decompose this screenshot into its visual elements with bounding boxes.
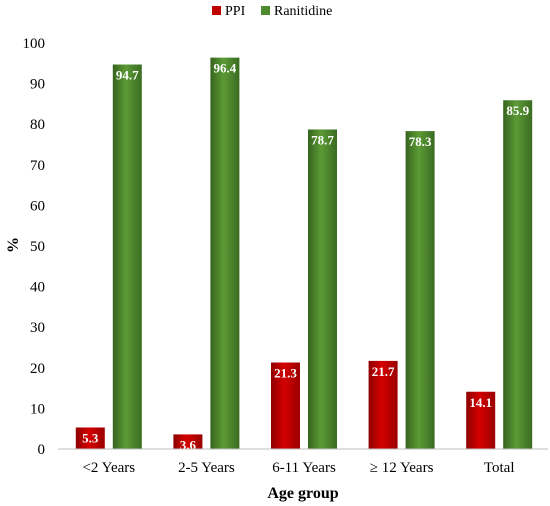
y-tick-label: 50 [30,239,45,255]
y-tick-label: 10 [30,401,45,417]
y-tick-label: 30 [30,320,45,336]
y-tick-label: 100 [23,36,46,52]
legend-swatch-ranitidine [261,6,270,15]
y-tick-label: 0 [38,442,46,458]
legend-item-ppi: PPI [212,4,246,19]
x-tick-label: ≥ 12 Years [370,460,434,476]
bar-ranitidine [503,100,533,449]
bar-ppi [75,427,105,449]
data-label-ppi: 21.3 [274,366,297,381]
x-tick-label: 2-5 Years [178,460,235,476]
bar-ranitidine [112,64,142,449]
bar-ppi [466,391,496,449]
y-tick-label: 90 [30,77,45,93]
x-tick-label: 6-11 Years [272,460,336,476]
y-tick-label: 80 [30,117,45,133]
bars: 5.3 94.7 3.6 96.4 21.3 78.7 21.7 78.3 14.1 85.9 [75,57,533,452]
bar-ppi [271,362,300,449]
y-tick-label: 40 [30,280,45,296]
data-label-ppi: 5.3 [82,430,99,445]
x-axis-ticks: <2 Years 2-5 Years 6-11 Years ≥ 12 Years Tot… [82,460,514,476]
x-axis-title: Age group [267,485,338,502]
data-label-ranitidine: 78.7 [311,132,334,147]
legend-swatch-ppi [212,6,221,15]
y-tick-label: 20 [30,361,45,377]
legend-item-ranitidine: Ranitidine [261,4,332,19]
data-label-ranitidine: 78.3 [409,134,432,149]
bar-ranitidine [405,131,435,450]
data-label-ranitidine: 96.4 [214,61,237,76]
y-tick-label: 60 [30,198,45,214]
x-tick-label: Total [484,460,515,476]
legend-label-ranitidine: Ranitidine [274,4,332,19]
bar-ppi [173,434,203,449]
data-label-ppi: 14.1 [469,395,492,410]
bar-ppi [368,360,398,449]
legend-label-ppi: PPI [225,4,246,19]
data-label-ppi: 3.6 [180,437,197,452]
legend: PPI Ranitidine [212,4,332,19]
x-tick-label: <2 Years [82,460,135,476]
data-label-ranitidine: 94.7 [116,68,139,83]
bar-ranitidine [308,129,337,449]
y-tick-label: 70 [30,158,45,174]
bar-ranitidine [210,57,240,450]
data-label-ranitidine: 85.9 [506,103,529,118]
y-axis-ticks: 0 10 20 30 40 50 60 70 80 90 100 [23,36,46,458]
data-label-ppi: 21.7 [372,364,395,379]
y-axis-title: % [5,237,22,253]
